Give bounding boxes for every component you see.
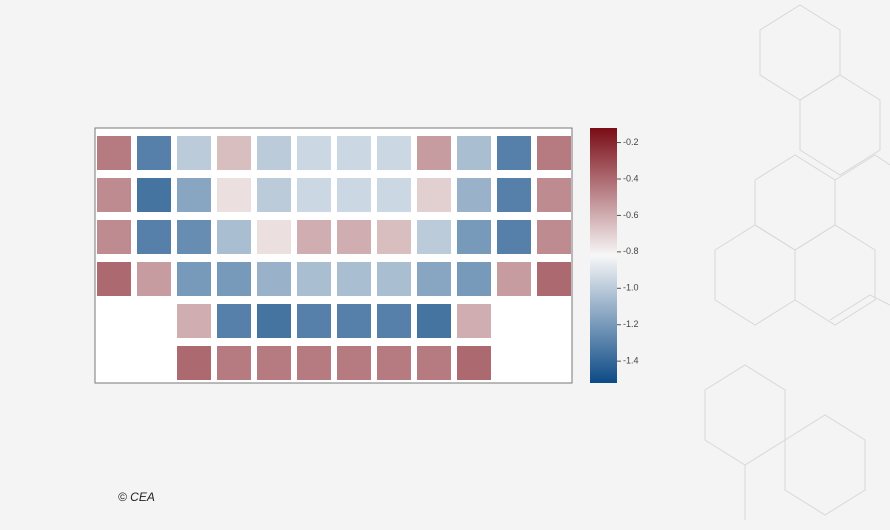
tile: [177, 178, 211, 212]
tile: [457, 220, 491, 254]
tile: [257, 178, 291, 212]
colorbar-tick-label: -1.2: [623, 319, 639, 329]
tile: [137, 178, 171, 212]
tile: [337, 136, 371, 170]
credit: © CEA: [118, 490, 155, 504]
tile: [97, 178, 131, 212]
tile: [217, 136, 251, 170]
tile: [337, 220, 371, 254]
tile: [177, 220, 211, 254]
tile: [337, 178, 371, 212]
tile: [297, 262, 331, 296]
tile: [417, 220, 451, 254]
tile: [537, 262, 571, 296]
tile: [97, 220, 131, 254]
tile: [257, 136, 291, 170]
tile: [537, 136, 571, 170]
colorbar-tick-label: -0.2: [623, 137, 639, 147]
colorbar-tick-label: -1.0: [623, 283, 639, 293]
tile: [457, 346, 491, 380]
tile: [537, 178, 571, 212]
tile: [137, 220, 171, 254]
colorbar-tick-label: -0.6: [623, 210, 639, 220]
tile: [457, 262, 491, 296]
tile: [97, 262, 131, 296]
tile: [457, 136, 491, 170]
tile: [377, 178, 411, 212]
tile: [297, 346, 331, 380]
tile: [337, 346, 371, 380]
tile: [457, 304, 491, 338]
tile: [217, 262, 251, 296]
tile: [497, 178, 531, 212]
tile: [177, 304, 211, 338]
tile: [137, 262, 171, 296]
tile: [217, 220, 251, 254]
tile: [497, 136, 531, 170]
tile: [417, 262, 451, 296]
tile: [217, 346, 251, 380]
tile: [217, 304, 251, 338]
tile: [537, 220, 571, 254]
tile: [417, 136, 451, 170]
tile: [337, 262, 371, 296]
tile: [497, 220, 531, 254]
tile: [377, 304, 411, 338]
tile: [337, 304, 371, 338]
tile: [497, 262, 531, 296]
tile: [417, 178, 451, 212]
colorbar: [590, 128, 617, 383]
tile: [377, 220, 411, 254]
tile: [297, 178, 331, 212]
colorbar-tick-label: -1.4: [623, 356, 639, 366]
tile: [217, 178, 251, 212]
tile: [417, 304, 451, 338]
tile: [377, 136, 411, 170]
tile: [297, 136, 331, 170]
plot-frame: [94, 127, 573, 384]
tile: [177, 346, 211, 380]
tile: [97, 136, 131, 170]
tile: [417, 346, 451, 380]
tile: [257, 304, 291, 338]
tile: [377, 262, 411, 296]
tile: [177, 136, 211, 170]
tile: [297, 304, 331, 338]
colorbar-tick-label: -0.4: [623, 173, 639, 183]
tile: [297, 220, 331, 254]
tile: [257, 220, 291, 254]
background-hexagons: [704, 4, 890, 520]
tile: [177, 262, 211, 296]
tile: [257, 346, 291, 380]
colorbar-tick-label: -0.8: [623, 246, 639, 256]
tile: [457, 178, 491, 212]
tile: [137, 136, 171, 170]
tile: [257, 262, 291, 296]
tile: [377, 346, 411, 380]
